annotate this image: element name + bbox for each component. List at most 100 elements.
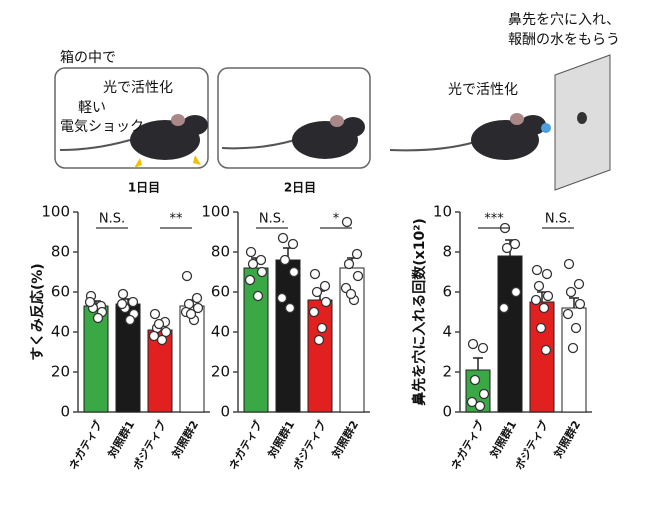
data-point [565, 286, 577, 298]
data-point [160, 326, 172, 338]
x-tick-label: ネガティブ [226, 418, 265, 472]
data-point [574, 298, 586, 310]
bar [275, 259, 301, 413]
data-point [540, 344, 552, 356]
data-point [345, 288, 357, 300]
caption: 報酬の水をもらう [508, 32, 620, 48]
data-point [541, 268, 553, 280]
data-point [562, 308, 574, 320]
light-label: 光で活性化 [448, 82, 518, 98]
data-point [320, 296, 332, 308]
data-point [570, 322, 582, 334]
x-tick-label: 対照群2 [168, 418, 201, 461]
y-tick-label: 80 [211, 243, 230, 261]
x-tick-label: ネガティブ [448, 418, 487, 472]
data-point [247, 258, 259, 270]
data-point [84, 296, 96, 308]
data-point [287, 238, 299, 250]
box [54, 67, 209, 169]
data-point [542, 290, 554, 302]
y-tick-label: 6 [442, 283, 452, 301]
data-point [277, 232, 289, 244]
caption: 鼻先を穴に入れ、 [508, 11, 620, 28]
y-tick-label: 60 [51, 283, 70, 301]
data-point [127, 296, 139, 308]
data-point [343, 258, 355, 270]
y-tick-label: 40 [51, 323, 70, 341]
data-point [531, 264, 543, 276]
y-tick-label: 8 [442, 243, 452, 261]
data-point [181, 270, 193, 282]
y-tick-label: 80 [51, 243, 70, 261]
data-point [153, 318, 165, 330]
data-point [244, 274, 256, 286]
error-bar [473, 357, 483, 370]
data-point [319, 280, 331, 292]
y-tick-label: 2 [442, 363, 452, 381]
data-point [284, 302, 296, 314]
y-tick-label: 100 [201, 203, 230, 221]
data-point [467, 338, 479, 350]
significance-label: N.S. [99, 212, 125, 227]
x-tick-label: 対照群1 [264, 418, 297, 461]
hole [577, 112, 587, 124]
data-point [313, 334, 325, 346]
mouse [389, 113, 551, 160]
significance-label: N.S. [545, 212, 571, 227]
significance-label: *** [484, 212, 504, 227]
data-point [352, 270, 364, 282]
box [217, 67, 371, 169]
data-point [245, 246, 257, 258]
data-point [316, 322, 328, 334]
x-tick-label: 対照群2 [550, 418, 583, 461]
y-tick-label: 40 [211, 323, 230, 341]
data-point [567, 342, 579, 354]
shock-label: 電気ショック [60, 119, 144, 135]
data-point [538, 302, 550, 314]
y-axis-label: すくみ反応(%) [29, 263, 46, 360]
mouse [59, 114, 208, 168]
caption: 箱の中で [60, 50, 116, 66]
bar [529, 301, 555, 413]
data-point [478, 388, 490, 400]
data-point [116, 298, 128, 310]
data-point [573, 278, 585, 290]
data-point [156, 334, 168, 346]
data-point [474, 400, 486, 412]
data-point [530, 294, 542, 306]
y-tick-label: 4 [442, 323, 452, 341]
data-point [255, 254, 267, 266]
y-tick-label: 10 [433, 203, 452, 221]
bar [307, 299, 333, 413]
y-tick-label: 20 [211, 363, 230, 381]
bar [243, 267, 269, 413]
significance-label: * [333, 212, 340, 227]
data-point [501, 242, 513, 254]
y-tick-label: 0 [60, 403, 70, 421]
y-tick-label: 0 [220, 403, 230, 421]
data-point [535, 322, 547, 334]
data-point [148, 330, 160, 342]
data-point [192, 302, 204, 314]
data-point [308, 306, 320, 318]
data-point [92, 312, 104, 324]
data-point [466, 396, 478, 408]
data-point [563, 258, 575, 270]
x-tick-label: ネガティブ [66, 418, 105, 472]
data-point [279, 254, 291, 266]
significance-label: ** [170, 212, 184, 227]
data-point [341, 216, 353, 228]
data-point [117, 288, 129, 300]
error-bar [569, 297, 579, 308]
bar [83, 305, 109, 413]
data-point [477, 342, 489, 354]
data-point [469, 374, 481, 386]
light-label: 光で活性化 [103, 80, 173, 96]
data-point [533, 280, 545, 292]
data-point [498, 302, 510, 314]
y-axis-label: 鼻先を穴に入れる回数(x10²) [411, 218, 428, 405]
data-point [309, 268, 321, 280]
x-tick-label: 対照群1 [104, 418, 137, 461]
data-point [149, 308, 161, 320]
